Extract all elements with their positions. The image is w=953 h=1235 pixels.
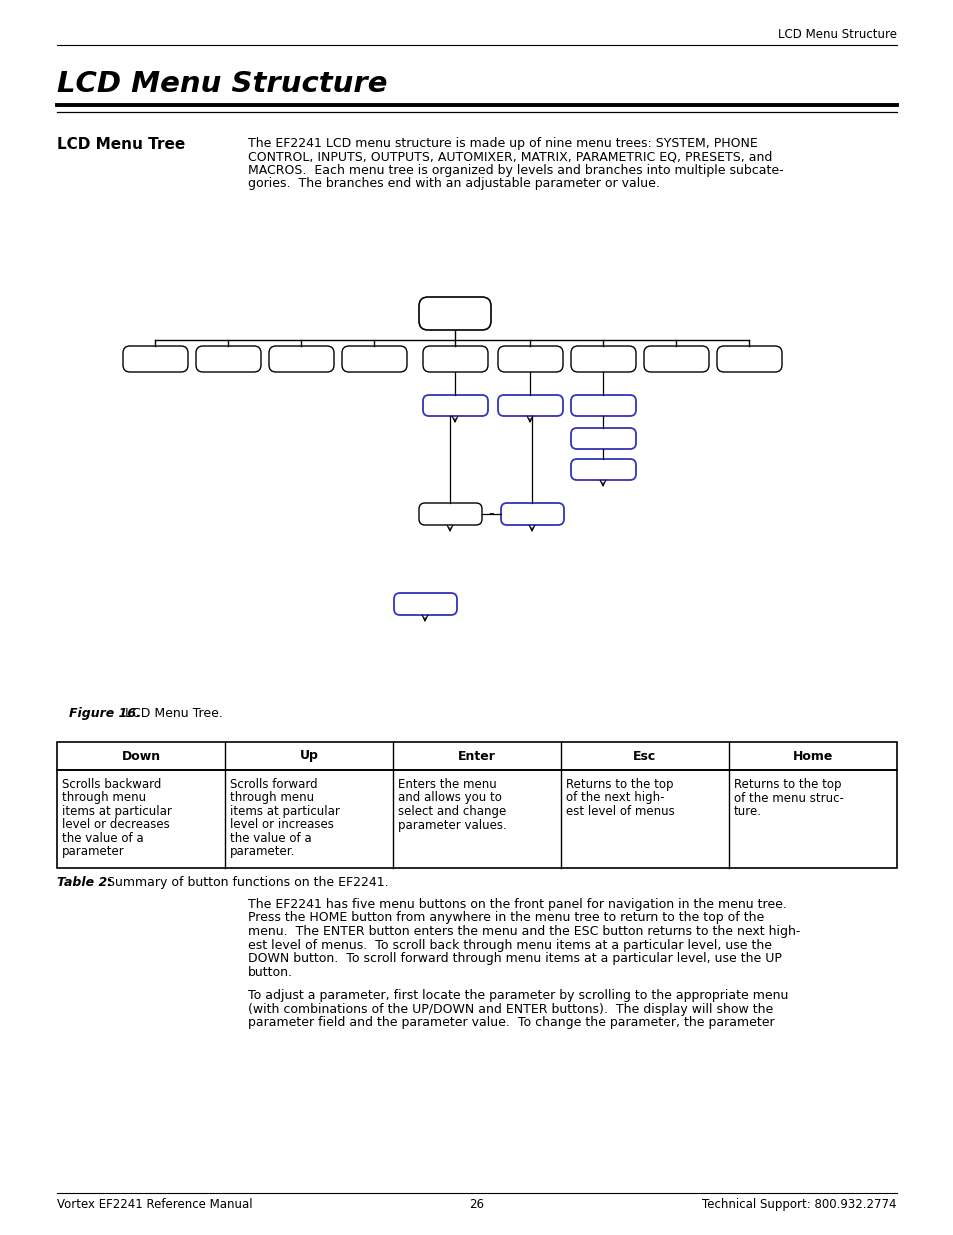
Text: through menu: through menu <box>62 792 146 804</box>
Text: Scrolls backward: Scrolls backward <box>62 778 161 790</box>
Text: LCD Menu Tree.: LCD Menu Tree. <box>121 706 223 720</box>
Text: Table 2:: Table 2: <box>57 876 112 889</box>
FancyBboxPatch shape <box>341 346 407 372</box>
Text: LCD Menu Tree: LCD Menu Tree <box>57 137 185 152</box>
FancyBboxPatch shape <box>123 346 188 372</box>
Text: Returns to the top: Returns to the top <box>565 778 673 790</box>
Text: gories.  The branches end with an adjustable parameter or value.: gories. The branches end with an adjusta… <box>248 178 659 190</box>
Text: Enters the menu: Enters the menu <box>397 778 497 790</box>
Text: parameter field and the parameter value.  To change the parameter, the parameter: parameter field and the parameter value.… <box>248 1016 774 1029</box>
Text: items at particular: items at particular <box>62 805 172 818</box>
Text: (with combinations of the UP/DOWN and ENTER buttons).  The display will show the: (with combinations of the UP/DOWN and EN… <box>248 1003 773 1015</box>
Text: items at particular: items at particular <box>230 805 339 818</box>
FancyBboxPatch shape <box>422 346 488 372</box>
FancyBboxPatch shape <box>717 346 781 372</box>
FancyBboxPatch shape <box>422 395 488 416</box>
FancyBboxPatch shape <box>571 346 636 372</box>
Text: The EF2241 LCD menu structure is made up of nine menu trees: SYSTEM, PHONE: The EF2241 LCD menu structure is made up… <box>248 137 757 149</box>
Text: through menu: through menu <box>230 792 314 804</box>
Text: To adjust a parameter, first locate the parameter by scrolling to the appropriat: To adjust a parameter, first locate the … <box>248 989 787 1002</box>
Text: parameter: parameter <box>62 846 125 858</box>
Text: the value of a: the value of a <box>230 832 312 845</box>
FancyBboxPatch shape <box>269 346 334 372</box>
Text: est level of menus: est level of menus <box>565 805 674 818</box>
Text: the value of a: the value of a <box>62 832 144 845</box>
Text: and allows you to: and allows you to <box>397 792 501 804</box>
Text: CONTROL, INPUTS, OUTPUTS, AUTOMIXER, MATRIX, PARAMETRIC EQ, PRESETS, and: CONTROL, INPUTS, OUTPUTS, AUTOMIXER, MAT… <box>248 151 772 163</box>
Text: Down: Down <box>121 750 160 762</box>
FancyBboxPatch shape <box>643 346 708 372</box>
Text: Home: Home <box>792 750 832 762</box>
FancyBboxPatch shape <box>571 459 636 480</box>
FancyBboxPatch shape <box>195 346 261 372</box>
Text: Summary of button functions on the EF2241.: Summary of button functions on the EF224… <box>103 876 388 889</box>
FancyBboxPatch shape <box>500 503 563 525</box>
Bar <box>57 769 896 868</box>
Text: Vortex EF2241 Reference Manual: Vortex EF2241 Reference Manual <box>57 1198 253 1212</box>
Bar <box>57 742 896 769</box>
FancyBboxPatch shape <box>571 429 636 450</box>
Text: button.: button. <box>248 966 293 978</box>
Text: Figure 16.: Figure 16. <box>69 706 141 720</box>
Text: level or increases: level or increases <box>230 819 334 831</box>
Text: parameter values.: parameter values. <box>397 819 506 831</box>
Text: –: – <box>488 508 494 517</box>
Text: of the next high-: of the next high- <box>565 792 664 804</box>
Text: Scrolls forward: Scrolls forward <box>230 778 317 790</box>
Text: Press the HOME button from anywhere in the menu tree to return to the top of the: Press the HOME button from anywhere in t… <box>248 911 763 925</box>
Text: MACROS.  Each menu tree is organized by levels and branches into multiple subcat: MACROS. Each menu tree is organized by l… <box>248 164 782 177</box>
Text: ture.: ture. <box>733 805 761 818</box>
Text: level or decreases: level or decreases <box>62 819 170 831</box>
Text: 26: 26 <box>469 1198 484 1212</box>
Text: DOWN button.  To scroll forward through menu items at a particular level, use th: DOWN button. To scroll forward through m… <box>248 952 781 965</box>
Text: LCD Menu Structure: LCD Menu Structure <box>57 70 387 98</box>
Text: Returns to the top: Returns to the top <box>733 778 841 790</box>
FancyBboxPatch shape <box>418 296 491 330</box>
FancyBboxPatch shape <box>394 593 456 615</box>
FancyBboxPatch shape <box>497 395 562 416</box>
Text: select and change: select and change <box>397 805 506 818</box>
FancyBboxPatch shape <box>497 346 562 372</box>
Text: menu.  The ENTER button enters the menu and the ESC button returns to the next h: menu. The ENTER button enters the menu a… <box>248 925 800 939</box>
Text: LCD Menu Structure: LCD Menu Structure <box>778 28 896 41</box>
Text: est level of menus.  To scroll back through menu items at a particular level, us: est level of menus. To scroll back throu… <box>248 939 771 951</box>
Text: Esc: Esc <box>633 750 656 762</box>
Text: of the menu struc-: of the menu struc- <box>733 792 843 804</box>
Text: Technical Support: 800.932.2774: Technical Support: 800.932.2774 <box>701 1198 896 1212</box>
FancyBboxPatch shape <box>418 503 481 525</box>
Text: Enter: Enter <box>457 750 496 762</box>
Text: Up: Up <box>299 750 318 762</box>
Text: parameter.: parameter. <box>230 846 295 858</box>
Text: The EF2241 has five menu buttons on the front panel for navigation in the menu t: The EF2241 has five menu buttons on the … <box>248 898 786 911</box>
FancyBboxPatch shape <box>571 395 636 416</box>
